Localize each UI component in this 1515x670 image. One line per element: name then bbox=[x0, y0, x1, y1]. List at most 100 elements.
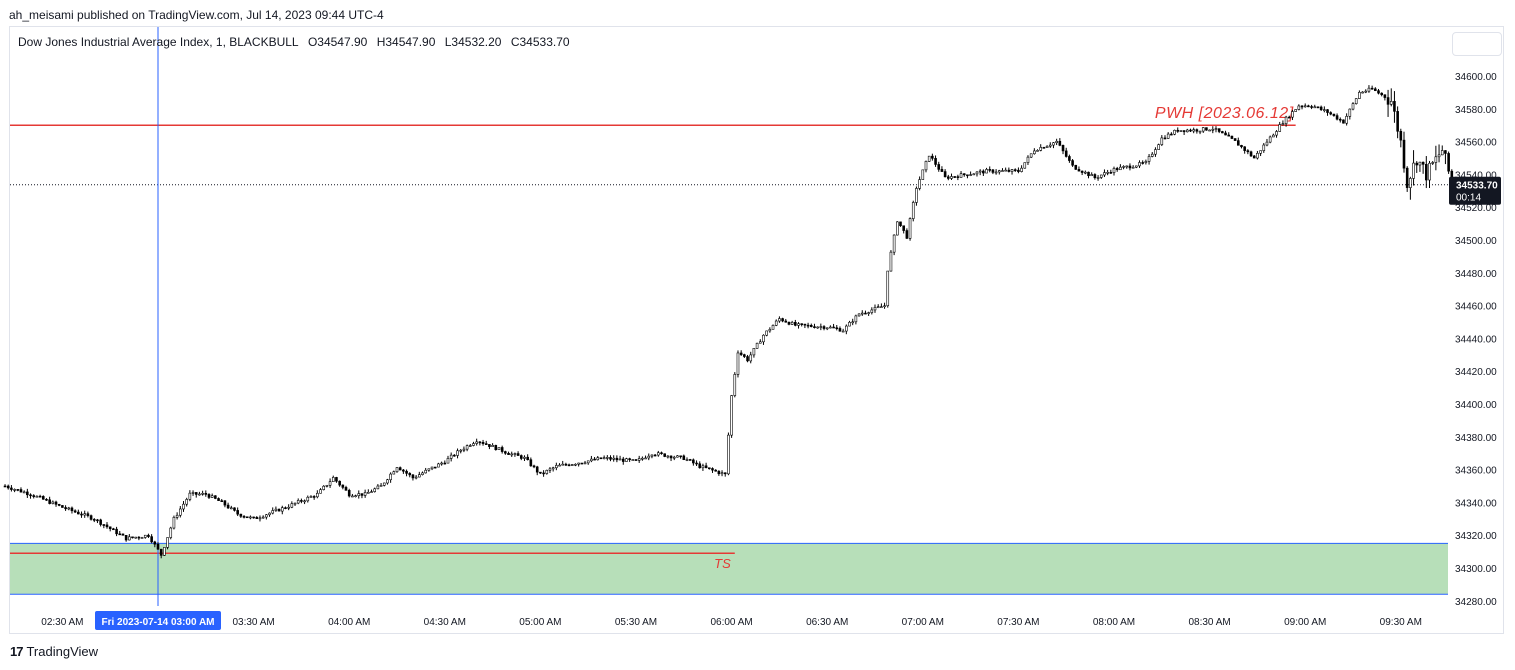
candle-body bbox=[191, 492, 195, 494]
candle-body bbox=[663, 453, 666, 457]
candle-body bbox=[210, 495, 214, 498]
candle-body bbox=[105, 524, 109, 528]
candle-body bbox=[1131, 166, 1135, 169]
tradingview-logo-icon: 17 bbox=[10, 644, 24, 659]
y-tick-label: 34500.00 bbox=[1455, 236, 1497, 247]
candle-body bbox=[265, 514, 268, 518]
candle-body bbox=[784, 320, 788, 323]
candle-body bbox=[1284, 116, 1288, 124]
candle-body bbox=[220, 500, 224, 502]
candle-body bbox=[312, 496, 316, 498]
x-tick-label: 03:30 AM bbox=[232, 617, 274, 628]
candle-body bbox=[1160, 137, 1164, 145]
candle-body bbox=[296, 500, 300, 504]
candle-body bbox=[1087, 171, 1090, 177]
candle-body bbox=[77, 511, 80, 515]
candle-body bbox=[558, 464, 561, 467]
candle-body bbox=[1224, 132, 1227, 136]
x-tick-label: 07:30 AM bbox=[997, 617, 1039, 628]
candle-body bbox=[978, 170, 982, 173]
candle-body bbox=[1201, 127, 1205, 132]
candle-body bbox=[1396, 111, 1399, 132]
y-tick-label: 34400.00 bbox=[1455, 400, 1497, 411]
candle-body bbox=[688, 459, 692, 461]
candle-body bbox=[229, 507, 233, 510]
candle-body bbox=[535, 466, 539, 473]
candle-body bbox=[325, 484, 329, 487]
candle-body bbox=[1150, 153, 1154, 157]
candle-body bbox=[392, 471, 396, 475]
candle-body bbox=[405, 470, 408, 474]
candle-body bbox=[1173, 129, 1176, 135]
candle-body bbox=[650, 454, 654, 457]
candle-body bbox=[714, 469, 717, 472]
candle-body bbox=[430, 466, 434, 470]
candle-body bbox=[389, 473, 392, 481]
candle-body bbox=[1020, 167, 1023, 172]
candle-body bbox=[1214, 128, 1218, 130]
candle-body bbox=[1402, 139, 1406, 169]
candle-body bbox=[736, 352, 740, 375]
candle-body bbox=[408, 473, 412, 476]
candle-body bbox=[1240, 145, 1243, 148]
candle-body bbox=[89, 515, 93, 520]
candle-body bbox=[800, 323, 804, 325]
candle-body bbox=[249, 516, 252, 519]
candle-body bbox=[711, 468, 714, 471]
candle-body bbox=[1186, 129, 1189, 133]
symbol-title: Dow Jones Industrial Average Index, 1, B… bbox=[18, 35, 299, 49]
candle-body bbox=[548, 468, 552, 471]
candle-body bbox=[765, 330, 768, 336]
chart-options-button[interactable] bbox=[1452, 32, 1502, 56]
chart-frame bbox=[9, 26, 1504, 634]
candle-body bbox=[1418, 161, 1422, 166]
candle-body bbox=[1412, 162, 1415, 179]
candle-body bbox=[1313, 106, 1317, 109]
candle-body bbox=[1045, 145, 1049, 149]
candle-body bbox=[1431, 162, 1434, 164]
last-price-label: 34533.70 bbox=[1456, 181, 1498, 192]
candle-body bbox=[752, 348, 756, 356]
candle-body bbox=[940, 169, 944, 172]
candle-body bbox=[599, 457, 603, 460]
candle-body bbox=[1297, 105, 1301, 110]
candle-body bbox=[1272, 134, 1275, 138]
candle-body bbox=[574, 463, 577, 466]
candle-body bbox=[261, 516, 265, 519]
candle-body bbox=[886, 270, 890, 307]
candle-body bbox=[1093, 174, 1097, 179]
candle-body bbox=[1364, 90, 1368, 93]
candle-body bbox=[70, 507, 74, 512]
candle-body bbox=[523, 456, 526, 459]
candle-body bbox=[26, 491, 29, 496]
candle-body bbox=[83, 513, 87, 516]
candle-body bbox=[1338, 118, 1342, 121]
candle-body bbox=[147, 534, 150, 537]
candle-body bbox=[153, 541, 157, 545]
candle-body bbox=[10, 487, 13, 490]
candle-body bbox=[1415, 162, 1419, 166]
candle-body bbox=[379, 485, 383, 487]
candle-body bbox=[468, 445, 472, 447]
candle-body bbox=[80, 513, 83, 516]
candle-body bbox=[1096, 177, 1100, 179]
candle-body bbox=[1389, 101, 1393, 105]
candle-body bbox=[497, 447, 501, 450]
candle-body bbox=[335, 477, 338, 482]
candle-body bbox=[1176, 129, 1180, 132]
candle-body bbox=[1303, 105, 1307, 108]
support-zone bbox=[10, 543, 1448, 595]
candle-body bbox=[848, 321, 851, 327]
candle-body bbox=[720, 472, 724, 475]
candle-body bbox=[676, 455, 679, 458]
candle-body bbox=[484, 443, 488, 445]
candle-body bbox=[612, 457, 615, 460]
candle-body bbox=[150, 536, 153, 543]
candle-body bbox=[124, 535, 128, 541]
symbol-legend[interactable]: Dow Jones Industrial Average Index, 1, B… bbox=[18, 35, 576, 49]
candle-body bbox=[437, 463, 440, 468]
candle-body bbox=[519, 455, 523, 459]
candle-body bbox=[602, 457, 606, 460]
candle-body bbox=[446, 458, 450, 464]
